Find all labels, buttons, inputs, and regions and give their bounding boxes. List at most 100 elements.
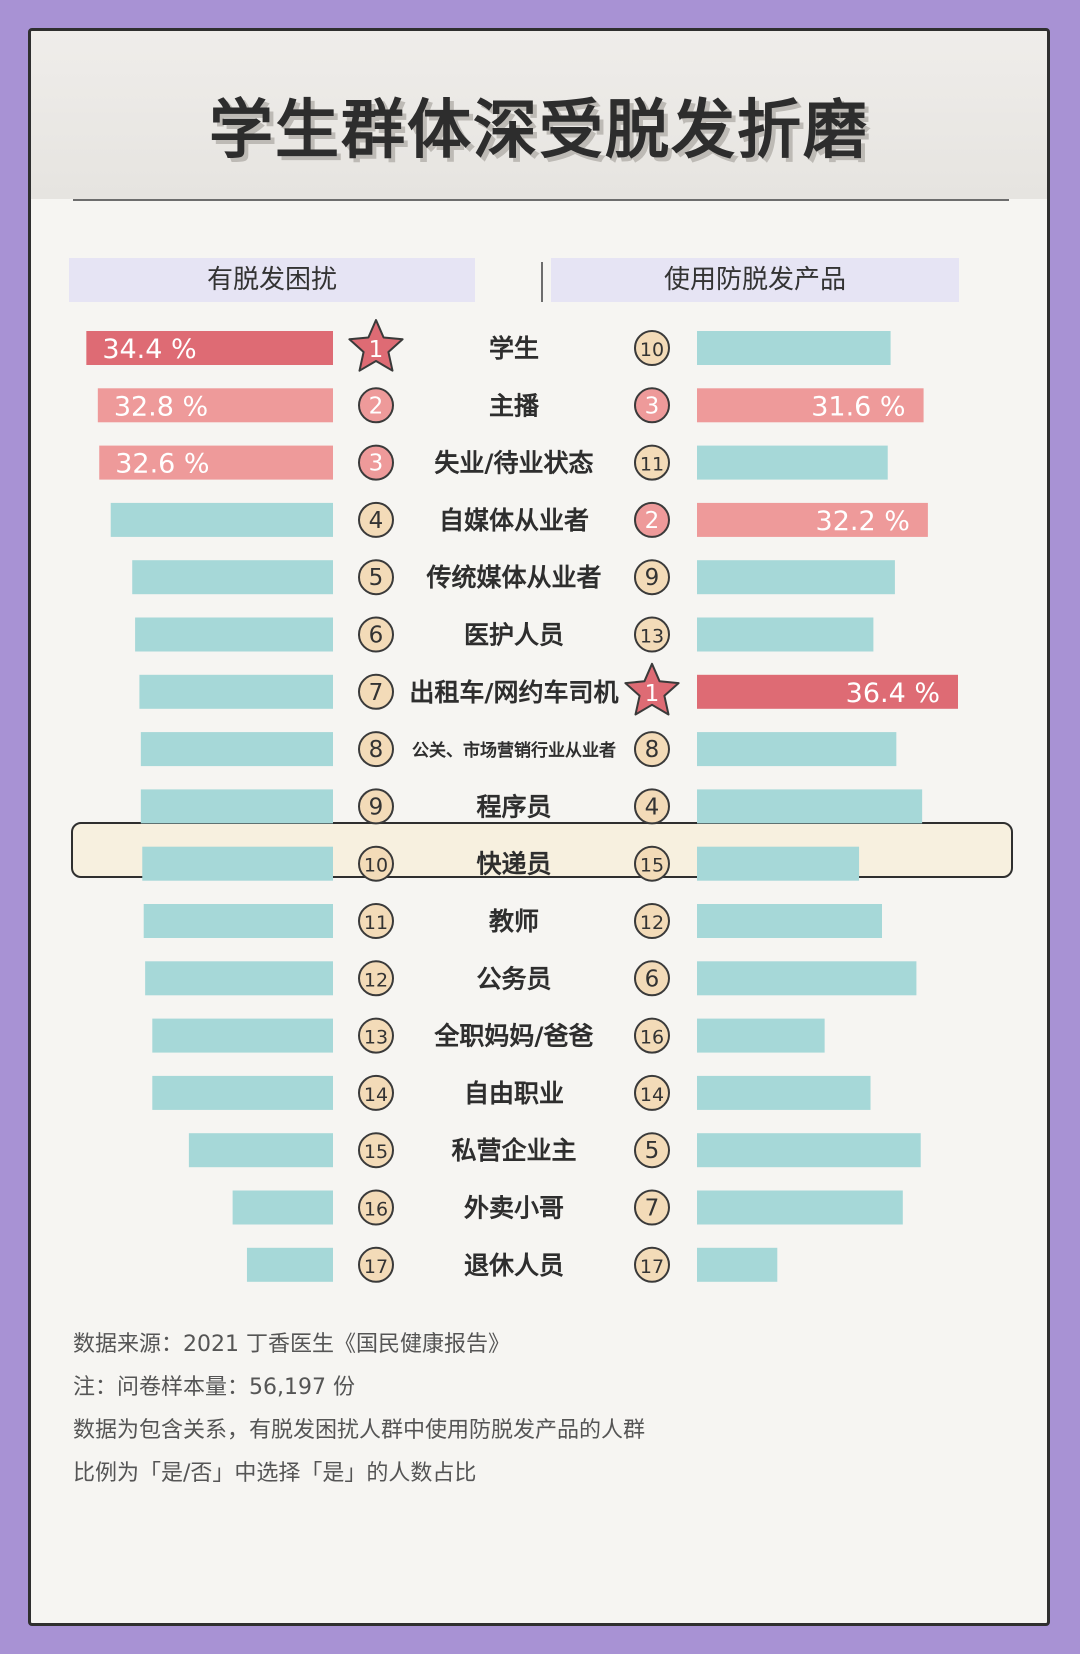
rank-badge	[634, 731, 670, 768]
rank-badge	[358, 673, 394, 710]
note-line: 注：问卷样本量：56,197 份	[73, 1375, 355, 1400]
left-bar	[246, 1247, 333, 1282]
category-label: 外卖小哥	[464, 1194, 564, 1223]
left-bar	[110, 502, 333, 537]
left-bar	[152, 1075, 333, 1110]
category-label: 传统媒体从业者	[425, 563, 601, 592]
right-bar	[697, 502, 928, 537]
rank-star-badge	[624, 662, 680, 716]
right-bar	[697, 1075, 871, 1110]
rank-number: 10	[640, 339, 664, 361]
note-line: 比例为「是/否」中选择「是」的人数占比	[73, 1461, 477, 1486]
rank-number: 4	[645, 794, 660, 820]
rank-number: 5	[645, 1138, 660, 1164]
rank-badge	[634, 1074, 670, 1111]
left-bar	[152, 1018, 333, 1053]
rank-number: 5	[369, 565, 384, 591]
rank-number: 9	[645, 565, 660, 591]
rank-number: 6	[369, 623, 384, 649]
title-banner: 学生群体深受脱发折磨	[31, 31, 1047, 199]
rank-number: 9	[369, 794, 384, 820]
rank-badge	[358, 731, 394, 768]
left-bar	[140, 732, 333, 767]
rank-badge	[634, 501, 670, 538]
rank-badge	[634, 845, 670, 882]
right-column-header: 使用防脱发产品	[551, 258, 959, 302]
category-label: 快递员	[476, 850, 551, 879]
note-line: 数据来源：2021 丁香医生《国民健康报告》	[73, 1332, 510, 1357]
left-bar	[142, 846, 333, 881]
rank-badge	[634, 387, 670, 424]
rank-badge	[358, 1189, 394, 1226]
title-divider	[73, 199, 1009, 201]
category-label: 学生	[489, 334, 539, 363]
right-bar	[697, 1133, 921, 1168]
category-label: 私营企业主	[451, 1136, 576, 1165]
rank-badge	[634, 616, 670, 653]
rank-number: 11	[640, 454, 664, 476]
rank-badge	[634, 1189, 670, 1226]
right-bar	[697, 674, 958, 709]
rank-number: 6	[645, 966, 660, 992]
category-label: 程序员	[476, 792, 551, 821]
rank-number: 14	[640, 1084, 664, 1106]
rank-star-badge	[348, 319, 404, 372]
rank-number: 8	[645, 737, 660, 763]
left-bar	[232, 1190, 333, 1225]
rank-number: 1	[645, 681, 660, 707]
rank-badge	[358, 1017, 394, 1054]
note-line: 数据为包含关系，有脱发困扰人群中使用防脱发产品的人群	[73, 1418, 646, 1443]
rank-badge	[358, 903, 394, 939]
rank-badge	[358, 1074, 394, 1111]
right-bar	[697, 388, 924, 423]
rank-badge	[634, 1246, 670, 1283]
category-label: 公务员	[476, 964, 551, 993]
ranking-chart: 34.4 % 1 10 学生 32.8 % 31.6 % 2 3 主播 32.6 % 3 11 失业/待…	[86, 319, 958, 1283]
rank-number: 12	[640, 912, 664, 934]
left-bar	[135, 617, 333, 652]
left-column-header: 有脱发困扰	[69, 258, 475, 302]
rank-number: 7	[369, 680, 384, 706]
right-bar	[697, 1247, 778, 1282]
rank-badge	[634, 903, 670, 939]
rank-number: 1	[369, 337, 384, 363]
rank-badge	[634, 444, 670, 481]
right-bar	[697, 1018, 825, 1053]
rank-number: 15	[640, 855, 664, 877]
category-label: 教师	[489, 907, 539, 936]
rank-badge	[634, 788, 670, 825]
rank-number: 15	[364, 1141, 388, 1163]
rank-badge	[358, 1132, 394, 1169]
infographic-card: 学生群体深受脱发折磨 有脱发困扰 使用防脱发产品 34.4 % 1 10 学生 32.8…	[28, 28, 1050, 1626]
rank-number: 14	[364, 1084, 388, 1106]
right-bar	[697, 732, 897, 767]
left-bar	[99, 445, 333, 480]
right-bar	[697, 445, 888, 480]
category-label: 出租车/网约车司机	[409, 678, 618, 707]
rank-badge	[358, 501, 394, 538]
rank-badge	[634, 330, 670, 366]
rank-badge	[634, 559, 670, 596]
category-label: 公关、市场营销行业从业者	[412, 740, 616, 761]
left-bar	[188, 1133, 333, 1168]
rank-badge	[358, 387, 394, 424]
left-bar	[145, 961, 333, 996]
rank-number: 11	[364, 912, 388, 934]
rank-number: 2	[645, 508, 660, 534]
rank-badge	[358, 845, 394, 882]
right-bar	[697, 560, 895, 595]
category-label: 失业/待业状态	[434, 449, 593, 478]
rank-number: 17	[640, 1256, 664, 1278]
category-label: 自由职业	[464, 1079, 564, 1108]
rank-number: 8	[369, 737, 384, 763]
rank-number: 16	[364, 1199, 388, 1221]
rank-number: 10	[364, 855, 388, 877]
right-bar	[697, 789, 923, 824]
right-bar	[697, 904, 882, 938]
right-bar	[697, 1190, 903, 1225]
page-title: 学生群体深受脱发折磨	[209, 94, 869, 168]
left-bar	[143, 904, 333, 938]
left-bar-label: 32.8 %	[114, 391, 208, 422]
right-bar-label: 31.6 %	[811, 391, 905, 422]
left-bar	[140, 789, 333, 824]
